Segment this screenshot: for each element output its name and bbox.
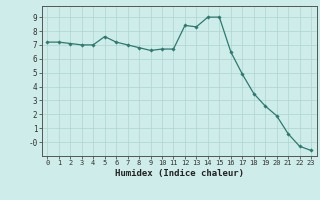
X-axis label: Humidex (Indice chaleur): Humidex (Indice chaleur) xyxy=(115,169,244,178)
